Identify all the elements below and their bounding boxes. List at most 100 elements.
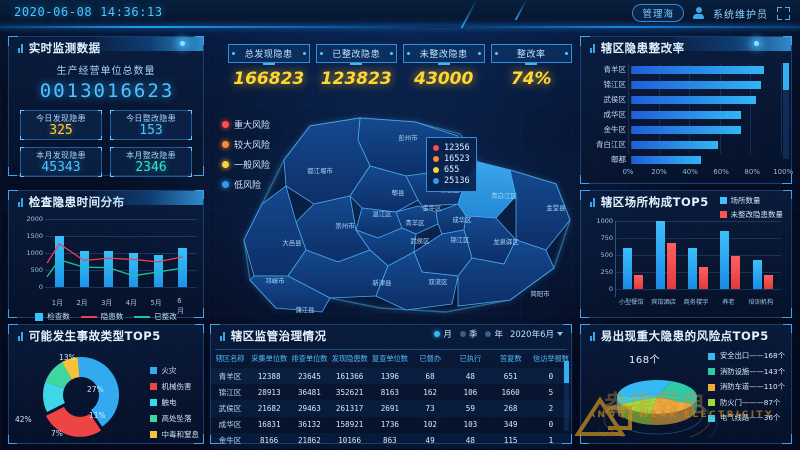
venue-bar-4-1[interactable] xyxy=(763,275,773,289)
realtime-card-1[interactable]: 今日整改隐患 153 xyxy=(110,110,192,140)
accident-legend-item-0[interactable]: 火灾 xyxy=(149,365,200,376)
table-cell: 1736 xyxy=(380,420,400,430)
tooltip-dot xyxy=(433,156,439,162)
accident-legend-item-2[interactable]: 触电 xyxy=(149,397,200,408)
inspection-bar-0[interactable] xyxy=(54,236,64,287)
venue-bar-1-0[interactable] xyxy=(655,221,665,289)
accident-legend-item-3[interactable]: 高处坠落 xyxy=(149,413,200,424)
district-rate-row-5[interactable]: 青白江区 xyxy=(589,138,783,151)
district-rate-scrollbar[interactable] xyxy=(783,63,789,159)
risk-top5-header: 易出现重大隐患的风险点TOP5 xyxy=(581,325,791,347)
district-rate-row-0[interactable]: 青羊区 xyxy=(589,63,783,76)
legend-marker xyxy=(707,414,715,422)
time-legend-item-1[interactable]: 隐患数 xyxy=(80,311,123,322)
title-decor xyxy=(82,191,203,205)
gridline xyxy=(45,236,197,237)
map-legend-item-0[interactable]: 重大风险 xyxy=(222,118,270,131)
title-bars-icon xyxy=(590,197,595,207)
table-row[interactable]: 青羊区 12388 23645 161366 1396 68 48 651 0 xyxy=(211,368,571,385)
map-legend-item-1[interactable]: 较大风险 xyxy=(222,138,270,151)
table-row[interactable]: 锦江区 28913 36481 352621 8163 162 106 1660 5 xyxy=(211,384,571,400)
inspection-bar-5[interactable] xyxy=(178,247,188,287)
inspection-bar-4[interactable] xyxy=(153,255,163,287)
venue-legend-item-1[interactable]: 未整改隐患数量 xyxy=(719,209,784,220)
period-select[interactable]: 2020年6月 xyxy=(510,328,563,340)
table-row[interactable]: 武侯区 21682 29463 261317 2691 73 59 268 2 xyxy=(211,400,571,417)
table-cell: 10166 xyxy=(338,436,362,446)
pie3d-slice-3[interactable] xyxy=(620,397,657,414)
period-tab-年[interactable]: 年 xyxy=(485,328,503,340)
legend-label: 高处坠落 xyxy=(161,414,192,423)
district-bar-track xyxy=(631,80,783,89)
district-rate-row-2[interactable]: 武侯区 xyxy=(589,93,783,106)
donut-slice-2[interactable] xyxy=(43,381,65,413)
fullscreen-icon[interactable] xyxy=(777,6,790,20)
risk-legend-item-4[interactable]: 电气线路——36个 xyxy=(707,413,785,423)
tooltip-value: 655 xyxy=(444,165,460,175)
legend-dot xyxy=(222,121,229,128)
venue-bar-0-1[interactable] xyxy=(634,275,644,289)
accident-legend-item-4[interactable]: 中毒和窒息 xyxy=(149,429,199,440)
venue-bar-3-1[interactable] xyxy=(731,255,741,289)
period-tab-季[interactable]: 季 xyxy=(459,328,477,340)
venue-top5-title: 辖区场所构成TOP5 xyxy=(600,195,709,209)
legend-label: 触电 xyxy=(161,398,177,407)
donut-slice-3[interactable] xyxy=(45,362,72,389)
time-legend-item-0[interactable]: 检查数 xyxy=(35,311,70,322)
realtime-card-2[interactable]: 本月发现隐患 45343 xyxy=(20,147,102,177)
accident-donut-wrap: 42% 27% 13% 11% 7% 火灾 机械伤害 触电 高处坠落 中毒和窒息 xyxy=(9,347,205,441)
risk-legend-item-2[interactable]: 消防车道——110个 xyxy=(707,382,785,392)
table-cell: 8163 xyxy=(380,387,400,397)
accident-legend-item-1[interactable]: 机械伤害 xyxy=(149,381,200,392)
axis-tick: 40% xyxy=(682,168,698,176)
inspection-bar-2[interactable] xyxy=(104,250,114,287)
realtime-card-3[interactable]: 本月整改隐患 2346 xyxy=(110,147,192,177)
venue-bar-0-0[interactable] xyxy=(623,248,633,289)
venue-bar-2-0[interactable] xyxy=(688,248,697,289)
risk-legend-item-3[interactable]: 防火门———87个 xyxy=(707,398,785,408)
district-rate-row-3[interactable]: 成华区 xyxy=(589,108,783,121)
donut-pct-label-4: 7% xyxy=(51,429,63,438)
donut-slice-4[interactable] xyxy=(61,357,80,380)
pie3d-slice-2[interactable] xyxy=(651,397,694,414)
venue-legend-item-0[interactable]: 场所数量 xyxy=(719,195,784,206)
legend-label: 未整改隐患数量 xyxy=(730,210,784,219)
risk-legend-item-1[interactable]: 消防设施——143个 xyxy=(707,367,785,377)
risk-legend-item-0[interactable]: 安全出口——168个 xyxy=(707,351,785,361)
district-rate-row-4[interactable]: 金牛区 xyxy=(589,123,783,136)
risk-top5-legend: 安全出口——168个 消防设施——143个 消防车道——110个 防火门———87个电… xyxy=(707,351,785,429)
district-rate-row-6[interactable]: 郫都 xyxy=(589,153,783,166)
venue-bar-4-0[interactable] xyxy=(752,259,762,289)
map-legend-item-3[interactable]: 低风险 xyxy=(222,178,270,191)
table-row[interactable]: 金牛区 8166 21862 10166 863 49 48 115 1 xyxy=(211,432,571,449)
venue-bar-3-0[interactable] xyxy=(720,231,730,289)
donut-slice-0[interactable] xyxy=(77,357,119,427)
table-scrollbar[interactable] xyxy=(564,361,569,431)
y-tick: 2000 xyxy=(26,215,43,223)
table-header-divider xyxy=(215,349,567,350)
table-cell: 0 xyxy=(548,371,554,381)
realtime-card-0[interactable]: 今日发现隐患 325 xyxy=(20,110,102,140)
district-rate-row-1[interactable]: 锦江区 xyxy=(589,78,783,91)
realtime-card-label: 本月发现隐患 xyxy=(36,150,86,160)
table-cell: 349 xyxy=(503,420,518,430)
map-legend-item-2[interactable]: 一般风险 xyxy=(222,158,270,171)
map-area[interactable]: 彭州市都江堰市郫县新都区青白江区金堂县温江区金牛区青羊区成华区崇州市大邑县武侯区… xyxy=(210,100,572,318)
pie3d-slice-0[interactable] xyxy=(617,380,672,397)
admin-pill[interactable]: 管理海 xyxy=(632,4,684,22)
inspection-bar-3[interactable] xyxy=(128,253,138,287)
table-row[interactable]: 成华区 16831 36132 158921 1736 102 103 349 0 xyxy=(211,417,571,433)
donut-slice-1[interactable] xyxy=(46,406,102,437)
venue-bar-1-1[interactable] xyxy=(666,242,676,289)
inspection-bar-1[interactable] xyxy=(79,251,89,287)
period-tab-月[interactable]: 月 xyxy=(434,328,452,340)
title-bars-icon xyxy=(590,43,595,53)
gridline xyxy=(615,221,781,222)
legend-marker xyxy=(149,367,157,374)
time-legend-item-2[interactable]: 已整改 xyxy=(134,311,177,322)
gridline xyxy=(615,272,781,273)
venue-bar-2-1[interactable] xyxy=(699,267,708,289)
title-glow-dot xyxy=(180,41,185,46)
table-cell: 115 xyxy=(503,436,518,446)
